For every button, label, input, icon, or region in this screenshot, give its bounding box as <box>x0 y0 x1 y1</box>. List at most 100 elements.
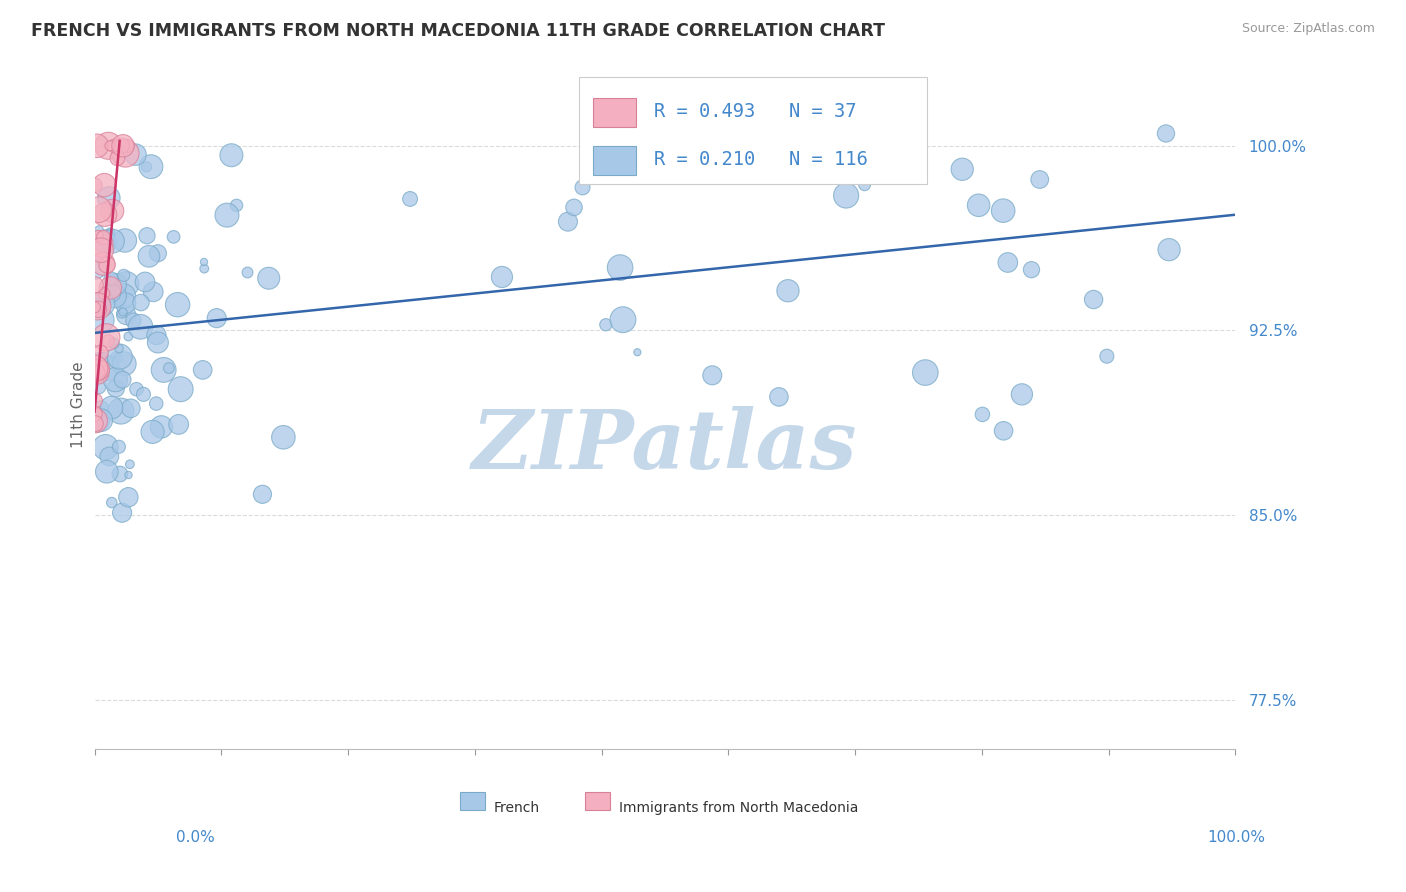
Point <box>835 188 858 202</box>
Point <box>83 407 105 421</box>
Point <box>129 319 152 334</box>
Point <box>997 255 1019 269</box>
Point <box>90 346 112 360</box>
Text: R = 0.493   N = 37: R = 0.493 N = 37 <box>654 102 856 120</box>
Text: R = 0.210   N = 116: R = 0.210 N = 116 <box>654 150 868 169</box>
Point <box>111 373 134 387</box>
Point <box>97 334 120 348</box>
Point <box>146 335 169 350</box>
Point <box>84 366 107 380</box>
Point <box>193 255 215 269</box>
Text: ZIPatlas: ZIPatlas <box>472 406 858 485</box>
Point <box>768 390 790 404</box>
Point <box>134 275 156 289</box>
Point <box>105 151 128 165</box>
Bar <box>593 98 637 128</box>
Y-axis label: 11th Grade: 11th Grade <box>72 361 86 448</box>
Point <box>98 226 121 240</box>
Point <box>1028 172 1050 186</box>
Point <box>562 200 585 214</box>
Point <box>83 178 105 193</box>
Point <box>114 146 136 161</box>
Point <box>100 272 122 286</box>
Point <box>193 261 215 276</box>
Point <box>93 286 115 301</box>
Point <box>399 192 422 206</box>
Point <box>111 138 134 153</box>
Point <box>87 365 110 379</box>
Point <box>114 234 136 248</box>
Point <box>108 467 131 481</box>
Point <box>101 234 124 248</box>
Point <box>83 300 105 314</box>
Point <box>100 401 122 415</box>
Text: 100.0%: 100.0% <box>1208 830 1265 845</box>
Point <box>86 138 108 153</box>
Point <box>87 358 110 372</box>
Point <box>86 299 108 313</box>
Point <box>136 228 159 243</box>
Point <box>108 342 131 356</box>
Point <box>90 313 112 327</box>
Point <box>83 260 105 275</box>
Point <box>138 249 160 263</box>
Point <box>96 465 118 479</box>
Point <box>150 420 173 434</box>
Point <box>571 180 593 194</box>
Point <box>1011 387 1033 401</box>
Point <box>146 246 169 260</box>
Point <box>104 381 127 395</box>
Point <box>87 302 110 317</box>
Point <box>97 191 120 205</box>
Point <box>100 281 122 295</box>
Point <box>117 138 139 153</box>
Point <box>167 417 190 432</box>
Text: Source: ZipAtlas.com: Source: ZipAtlas.com <box>1241 22 1375 36</box>
Point <box>84 414 107 428</box>
Point <box>98 138 121 153</box>
Point <box>125 382 148 396</box>
Point <box>96 330 118 344</box>
Point <box>120 401 142 416</box>
Point <box>557 214 579 228</box>
Point <box>225 198 247 212</box>
Bar <box>460 792 485 810</box>
Point <box>94 208 117 222</box>
Bar <box>585 792 610 810</box>
Point <box>90 413 112 427</box>
Point <box>90 401 112 416</box>
Point <box>93 230 115 244</box>
Point <box>91 297 114 311</box>
Point <box>129 295 152 310</box>
Point <box>1154 127 1177 141</box>
Point <box>967 198 990 212</box>
Point <box>115 277 138 292</box>
Point <box>142 285 165 299</box>
Point <box>491 269 513 284</box>
Point <box>112 289 135 303</box>
Text: FRENCH VS IMMIGRANTS FROM NORTH MACEDONIA 11TH GRADE CORRELATION CHART: FRENCH VS IMMIGRANTS FROM NORTH MACEDONI… <box>31 22 884 40</box>
Point <box>84 277 107 292</box>
Point <box>83 393 105 408</box>
Point <box>215 208 238 222</box>
Point <box>112 268 135 283</box>
Bar <box>593 146 637 176</box>
Point <box>972 408 994 422</box>
Point <box>90 243 112 257</box>
Point <box>97 138 120 153</box>
Point <box>221 148 243 162</box>
Point <box>950 162 973 177</box>
Point <box>169 382 191 396</box>
Point <box>111 138 134 153</box>
Point <box>132 387 155 401</box>
Text: French: French <box>494 801 540 814</box>
Point <box>145 328 167 343</box>
FancyBboxPatch shape <box>579 77 928 184</box>
Point <box>236 265 259 279</box>
Text: 0.0%: 0.0% <box>176 830 215 845</box>
Point <box>142 425 165 439</box>
Point <box>86 365 108 379</box>
Point <box>89 236 111 251</box>
Point <box>626 345 648 359</box>
Point <box>98 450 121 464</box>
